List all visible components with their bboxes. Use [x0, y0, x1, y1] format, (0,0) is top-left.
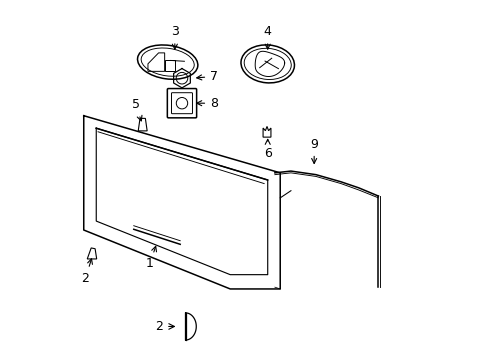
Text: 6: 6	[263, 139, 271, 160]
Text: 3: 3	[170, 25, 179, 49]
Text: 9: 9	[309, 138, 318, 163]
Text: 8: 8	[196, 97, 218, 110]
Text: 2: 2	[81, 259, 92, 285]
Text: 4: 4	[263, 25, 271, 49]
Text: 2: 2	[155, 320, 163, 333]
Text: 7: 7	[196, 70, 218, 83]
Text: 5: 5	[131, 99, 142, 121]
Text: 1: 1	[145, 246, 156, 270]
